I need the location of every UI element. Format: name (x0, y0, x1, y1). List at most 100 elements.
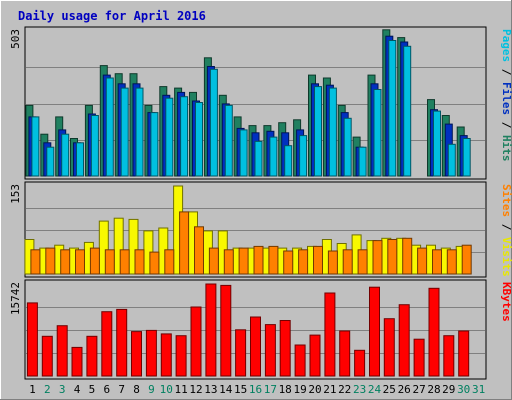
x-tick-label: 6 (103, 383, 110, 396)
x-tick-label: 29 (442, 383, 455, 396)
legend-entry: Visits (500, 237, 512, 277)
bar-pages-day-26 (403, 45, 412, 177)
bar-sites-day-10 (164, 249, 175, 275)
x-tick-label: 15 (234, 383, 247, 396)
bar-pages-day-11 (180, 96, 189, 177)
bar-sites-day-16 (253, 245, 264, 275)
x-tick-label: 18 (279, 383, 292, 396)
bar-pages-day-15 (239, 129, 248, 177)
bar-pages-day-1 (31, 116, 40, 177)
bar-pages-day-9 (150, 112, 159, 177)
chart-title: Daily usage for April 2016 (18, 9, 206, 23)
bar-kbytes-day-13 (205, 283, 217, 377)
bar-sites-day-14 (223, 249, 234, 275)
x-tick-label: 23 (353, 383, 366, 396)
bar-kbytes-day-4 (71, 346, 83, 377)
y-max-label: 503 (9, 29, 22, 49)
bar-pages-day-17 (269, 136, 278, 177)
x-tick-label: 5 (89, 383, 96, 396)
legend-entry: Hits (500, 135, 512, 162)
x-tick-label: 12 (189, 383, 202, 396)
bar-kbytes-day-29 (443, 335, 455, 377)
x-tick-label: 28 (427, 383, 440, 396)
bar-kbytes-day-30 (458, 330, 470, 377)
bar-kbytes-day-8 (131, 331, 142, 377)
bar-sites-day-23 (357, 249, 368, 275)
bar-pages-day-25 (388, 40, 397, 177)
bar-sites-day-18 (283, 250, 294, 275)
x-tick-label: 21 (323, 383, 336, 396)
x-tick-label: 30 (457, 383, 470, 396)
bar-sites-day-19 (298, 249, 309, 275)
bar-sites-day-5 (89, 247, 100, 275)
bar-kbytes-day-22 (339, 330, 351, 377)
bar-pages-day-8 (135, 87, 144, 177)
bar-sites-day-7 (119, 249, 130, 275)
x-tick-label: 8 (133, 383, 140, 396)
legend-entry: Pages (500, 29, 512, 62)
bar-kbytes-day-24 (369, 286, 380, 377)
bar-pages-day-16 (254, 140, 263, 177)
bar-pages-day-22 (343, 117, 352, 177)
bar-pages-day-7 (120, 87, 129, 177)
x-tick-label: 17 (264, 383, 277, 396)
bar-pages-day-6 (105, 77, 114, 177)
bar-pages-day-21 (328, 87, 337, 177)
bar-sites-day-9 (149, 251, 160, 275)
x-tick-label: 26 (398, 383, 411, 396)
bar-sites-day-11 (179, 211, 190, 275)
bar-pages-day-2 (46, 146, 55, 177)
bar-sites-day-27 (417, 247, 428, 275)
bar-sites-day-6 (104, 249, 115, 275)
x-tick-label: 7 (118, 383, 125, 396)
legend-entry: KBytes (500, 282, 512, 322)
x-tick-label: 16 (249, 383, 262, 396)
bar-kbytes-day-19 (294, 344, 306, 377)
x-tick-label: 19 (293, 383, 306, 396)
x-tick-label: 2 (44, 383, 51, 396)
bar-pages-day-20 (314, 86, 322, 177)
x-axis-day-labels: 1 2 3 4 5 6 7 8 9 10 11 12 13 14 15 16 17 18 19 20 21 22 23 24 2… (29, 383, 485, 396)
panel-1: 503 Pages / Files / Hits (9, 26, 512, 180)
legend-entry: Files (500, 82, 512, 115)
bar-kbytes-day-15 (235, 329, 247, 377)
y-max-label: 153 (9, 184, 22, 204)
bar-sites-day-26 (402, 237, 413, 275)
panel-3: 15742 KBytes (9, 279, 512, 380)
bar-visits-day-7 (113, 217, 124, 275)
bar-sites-day-8 (134, 249, 145, 275)
bar-sites-day-21 (327, 250, 338, 275)
bar-kbytes-day-11 (175, 335, 187, 377)
bar-sites-day-4 (75, 249, 85, 275)
series-sites (30, 211, 472, 275)
chart-panels: 503 Pages / Files / Hits 153 Sites / Visits… (9, 26, 512, 380)
bar-pages-day-14 (224, 104, 233, 177)
bar-sites-day-29 (446, 249, 457, 275)
legend-entry: Sites (500, 184, 512, 217)
bar-kbytes-day-5 (86, 335, 98, 377)
panel-legend: Pages / Files / Hits (500, 29, 512, 162)
bar-sites-day-1 (30, 249, 41, 275)
bar-sites-day-2 (45, 247, 56, 275)
bar-kbytes-day-26 (398, 304, 410, 377)
bar-kbytes-day-28 (428, 287, 440, 377)
bar-visits-day-6 (98, 220, 109, 275)
bar-pages-day-30 (462, 138, 471, 177)
bar-pages-day-28 (433, 110, 441, 177)
bar-sites-day-12 (194, 226, 204, 275)
bar-kbytes-day-9 (145, 329, 157, 377)
bar-kbytes-day-10 (160, 333, 172, 377)
bar-sites-day-3 (60, 249, 71, 275)
bar-sites-day-13 (208, 247, 219, 275)
bar-kbytes-day-2 (41, 335, 53, 377)
x-tick-label: 27 (412, 383, 425, 396)
x-tick-label: 4 (74, 383, 81, 396)
x-tick-label: 11 (174, 383, 187, 396)
bar-pages-day-10 (165, 97, 174, 177)
x-tick-label: 25 (383, 383, 396, 396)
bar-kbytes-day-7 (116, 308, 128, 377)
bar-sites-day-24 (372, 240, 383, 275)
bar-kbytes-day-6 (101, 311, 113, 377)
x-tick-label: 3 (59, 383, 66, 396)
